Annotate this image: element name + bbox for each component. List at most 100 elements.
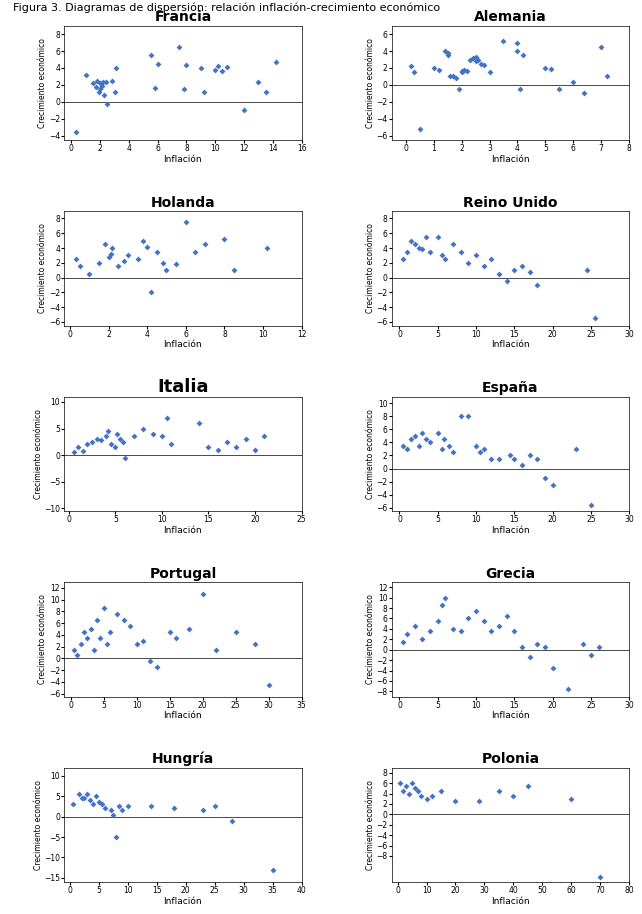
Point (198, 803, 208, 818)
Point (406, 431, 416, 446)
Point (579, 86, 589, 101)
Point (456, 63, 467, 78)
Y-axis label: Crecimiento económico: Crecimiento económico (39, 594, 48, 685)
Point (105, 624, 116, 639)
X-axis label: Inflación: Inflación (491, 154, 530, 164)
Point (593, 640, 603, 654)
Title: Francia: Francia (154, 10, 211, 25)
Point (99, 601, 109, 616)
X-axis label: Inflación: Inflación (491, 711, 530, 720)
Point (71, 124, 81, 139)
Point (425, 624, 435, 639)
Point (554, 82, 564, 97)
Point (395, 776, 406, 791)
Point (91, 789, 101, 803)
Point (413, 240, 424, 255)
Point (523, 779, 533, 793)
Point (478, 441, 489, 456)
Point (532, 452, 542, 466)
Point (465, 52, 475, 67)
Point (586, 497, 596, 512)
Point (94, 256, 104, 271)
Y-axis label: Crecimiento económico: Crecimiento económico (366, 409, 375, 499)
Title: Grecia: Grecia (485, 567, 535, 581)
Point (448, 622, 458, 636)
Point (73, 648, 83, 663)
Point (402, 244, 412, 259)
Point (105, 803, 116, 818)
Point (171, 257, 181, 271)
Point (103, 424, 113, 439)
Point (96, 433, 107, 448)
Point (517, 640, 527, 654)
Point (421, 792, 431, 806)
Point (464, 611, 474, 626)
X-axis label: Inflación: Inflación (164, 154, 202, 164)
Point (112, 607, 122, 622)
Point (96, 79, 107, 93)
Title: Polonia: Polonia (482, 752, 539, 766)
Point (417, 632, 428, 646)
Point (101, 430, 111, 444)
Point (239, 103, 249, 118)
Point (402, 627, 412, 642)
Point (145, 654, 155, 669)
Point (250, 636, 261, 651)
Point (486, 624, 496, 639)
Point (98, 75, 108, 90)
X-axis label: Inflación: Inflación (491, 526, 530, 535)
Text: Figura 3. Diagramas de dispersión: relación inflación-crecimiento económico: Figura 3. Diagramas de dispersión: relac… (13, 3, 440, 13)
Point (241, 431, 251, 446)
Point (184, 622, 195, 636)
Title: Alemania: Alemania (474, 10, 547, 25)
Point (540, 471, 550, 485)
Point (589, 311, 600, 325)
Point (434, 62, 444, 77)
Y-axis label: Crecimiento económico: Crecimiento económico (33, 780, 42, 870)
Point (525, 264, 535, 279)
X-axis label: Inflación: Inflación (164, 526, 202, 535)
X-axis label: Inflación: Inflación (164, 340, 202, 349)
Point (486, 251, 496, 266)
Point (494, 267, 504, 282)
Point (268, 863, 278, 877)
Point (501, 274, 512, 289)
Point (198, 587, 208, 601)
Point (180, 215, 191, 229)
Point (433, 614, 443, 629)
Point (512, 44, 523, 58)
Point (436, 783, 446, 798)
Point (148, 427, 158, 441)
Point (448, 237, 458, 251)
Point (102, 96, 112, 111)
Point (410, 781, 420, 796)
Point (548, 478, 558, 493)
Point (406, 59, 417, 74)
Point (446, 69, 456, 84)
Point (448, 69, 458, 83)
Point (471, 439, 481, 453)
Point (474, 445, 485, 460)
Point (80, 791, 90, 805)
Point (153, 57, 163, 71)
Point (498, 34, 508, 48)
Point (509, 263, 519, 278)
Point (509, 624, 519, 639)
Point (415, 122, 425, 136)
Point (95, 82, 105, 97)
Point (105, 247, 116, 261)
Point (115, 431, 125, 446)
Title: Holanda: Holanda (151, 196, 215, 210)
Point (164, 624, 175, 639)
Point (123, 799, 133, 813)
Point (68, 445, 78, 460)
Title: Reino Unido: Reino Unido (464, 196, 558, 210)
Point (204, 440, 214, 454)
Point (540, 640, 550, 654)
Point (85, 622, 96, 636)
X-axis label: Inflación: Inflación (164, 897, 202, 906)
Point (409, 65, 419, 80)
Point (211, 643, 221, 657)
Point (563, 682, 573, 696)
Point (433, 229, 443, 244)
